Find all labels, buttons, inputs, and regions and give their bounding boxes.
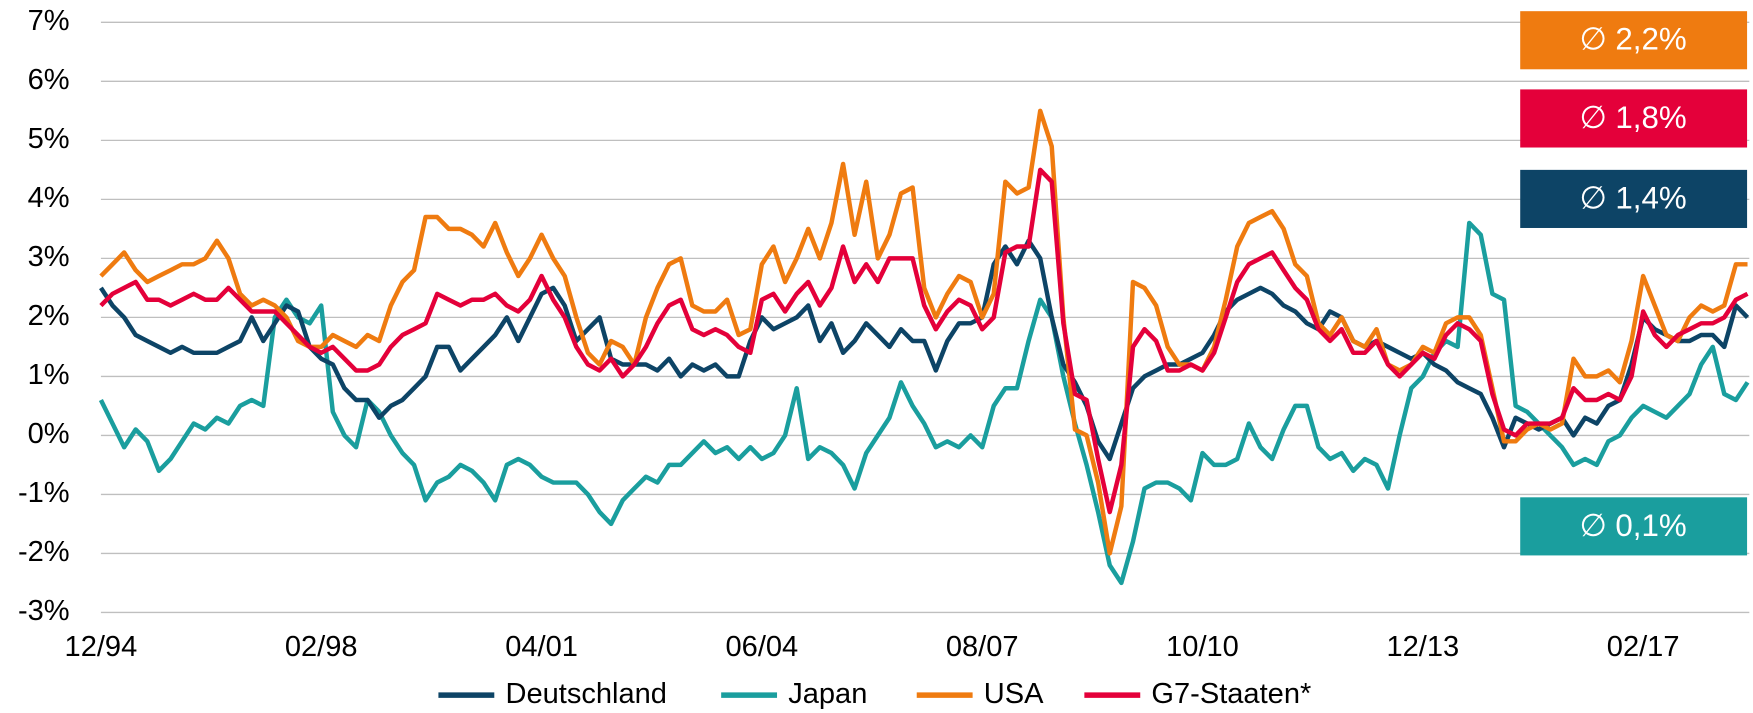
y-tick-label: 5% — [28, 123, 70, 155]
y-tick-label: 2% — [28, 300, 70, 332]
average-label: ∅ 2,2% — [1579, 22, 1686, 57]
x-tick-label: 12/94 — [65, 631, 138, 663]
x-tick-label: 08/07 — [946, 631, 1019, 663]
y-tick-label: 6% — [28, 64, 70, 96]
average-label: ∅ 1,4% — [1579, 180, 1686, 215]
y-tick-label: 4% — [28, 182, 70, 214]
series-line — [99, 167, 1749, 515]
y-tick-label: 1% — [28, 359, 70, 391]
legend-label: G7-Staaten* — [1151, 678, 1311, 710]
average-box — [1520, 497, 1748, 556]
x-tick-label: 06/04 — [726, 631, 799, 663]
average-box — [1520, 11, 1748, 70]
series-line — [99, 238, 1750, 462]
y-tick-label: 0% — [28, 418, 70, 450]
y-tick-label: -2% — [18, 536, 70, 568]
y-tick-label: -1% — [18, 477, 70, 509]
average-box — [1520, 169, 1748, 228]
average-label: ∅ 0,1% — [1579, 508, 1686, 543]
average-label: ∅ 1,8% — [1579, 100, 1686, 135]
average-box — [1520, 89, 1748, 148]
legend-label: USA — [984, 678, 1044, 710]
x-tick-label: 02/17 — [1607, 631, 1680, 663]
legend-label: Deutschland — [505, 678, 666, 710]
x-tick-label: 10/10 — [1166, 631, 1239, 663]
legend-label: Japan — [788, 678, 867, 710]
x-tick-label: 04/01 — [505, 631, 578, 663]
x-tick-label: 12/13 — [1386, 631, 1459, 663]
y-tick-label: 3% — [28, 241, 70, 273]
x-tick-label: 02/98 — [285, 631, 358, 663]
y-tick-label: 7% — [28, 5, 70, 37]
y-tick-label: -3% — [18, 595, 70, 627]
series-line — [99, 108, 1748, 556]
